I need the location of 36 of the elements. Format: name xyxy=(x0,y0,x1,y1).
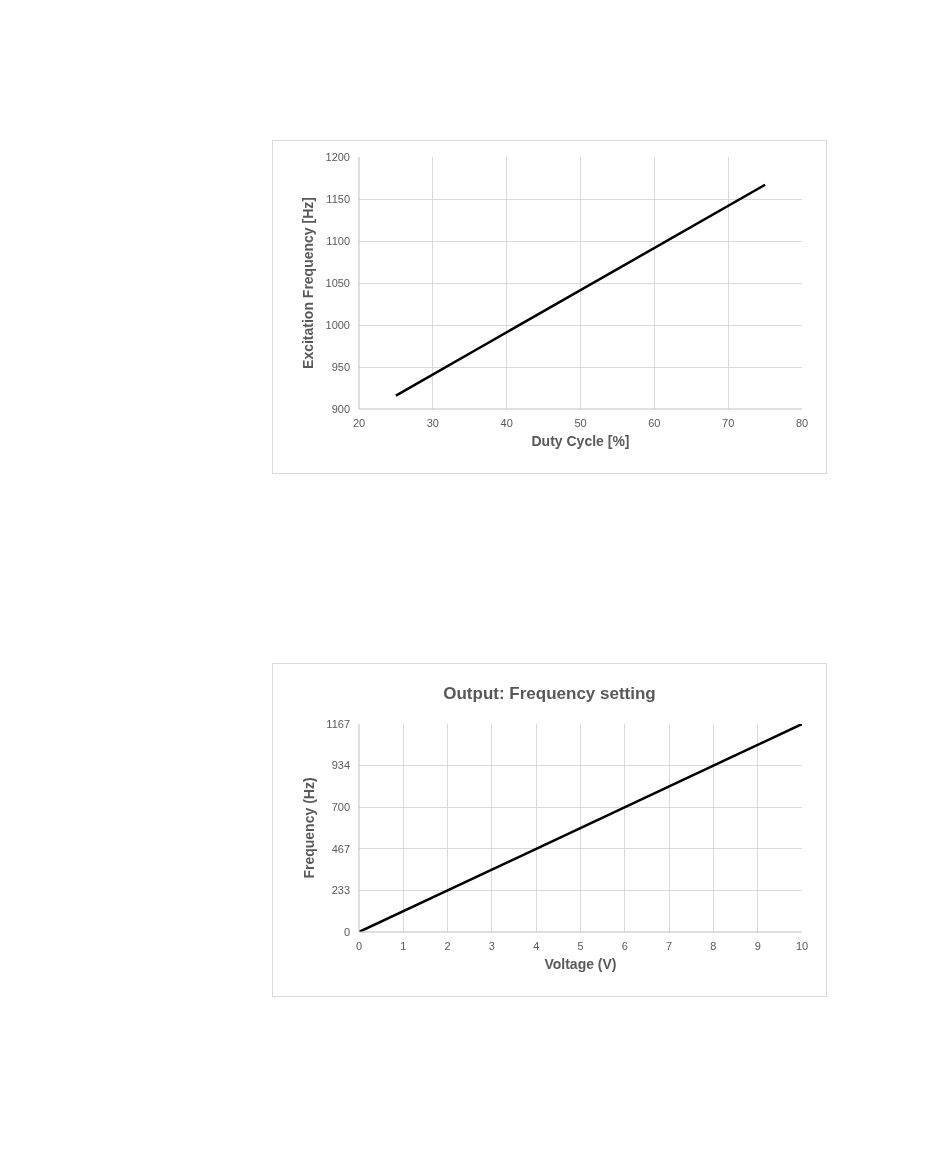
x-tick-label: 30 xyxy=(426,417,439,429)
x-tick-label: 3 xyxy=(488,940,495,952)
x-tick-label: 70 xyxy=(722,417,735,429)
x-tick-label: 8 xyxy=(710,940,717,952)
y-tick-label: 1167 xyxy=(326,717,350,730)
y-tick-label: 1050 xyxy=(325,276,350,289)
x-tick-label: 60 xyxy=(648,417,661,429)
x-tick-label: 80 xyxy=(795,417,809,429)
y-tick-label: 1150 xyxy=(326,192,350,205)
y-tick-label: 1000 xyxy=(325,318,350,331)
y-axis-title: Frequency (Hz) xyxy=(300,777,317,879)
x-tick-label: 10 xyxy=(795,940,809,952)
y-tick-label: 233 xyxy=(331,884,350,897)
chart-title: Output: Frequency setting xyxy=(443,684,656,704)
y-tick-label: 900 xyxy=(331,402,350,415)
x-tick-label: 9 xyxy=(754,940,761,952)
x-tick-label: 20 xyxy=(352,417,366,429)
x-tick-label: 40 xyxy=(500,417,513,429)
x-axis-title: Voltage (V) xyxy=(544,956,617,973)
x-tick-label: 7 xyxy=(666,940,673,952)
x-tick-label: 1 xyxy=(400,940,407,952)
x-tick-label: 5 xyxy=(577,940,584,952)
y-tick-label: 467 xyxy=(331,842,350,855)
y-tick-label: 700 xyxy=(331,801,350,814)
x-tick-label: 6 xyxy=(621,940,628,952)
y-tick-label: 934 xyxy=(331,759,350,772)
y-tick-label: 0 xyxy=(343,925,350,938)
x-tick-label: 50 xyxy=(574,417,587,429)
y-tick-label: 1200 xyxy=(325,150,350,163)
x-tick-label: 4 xyxy=(533,940,540,952)
x-axis-title: Duty Cycle [%] xyxy=(531,433,630,450)
x-tick-label: 0 xyxy=(355,940,363,952)
x-tick-label: 2 xyxy=(444,940,451,952)
y-axis-title: Excitation Frequency [Hz] xyxy=(300,197,317,369)
y-tick-label: 1100 xyxy=(326,234,350,247)
y-tick-label: 950 xyxy=(331,360,350,373)
